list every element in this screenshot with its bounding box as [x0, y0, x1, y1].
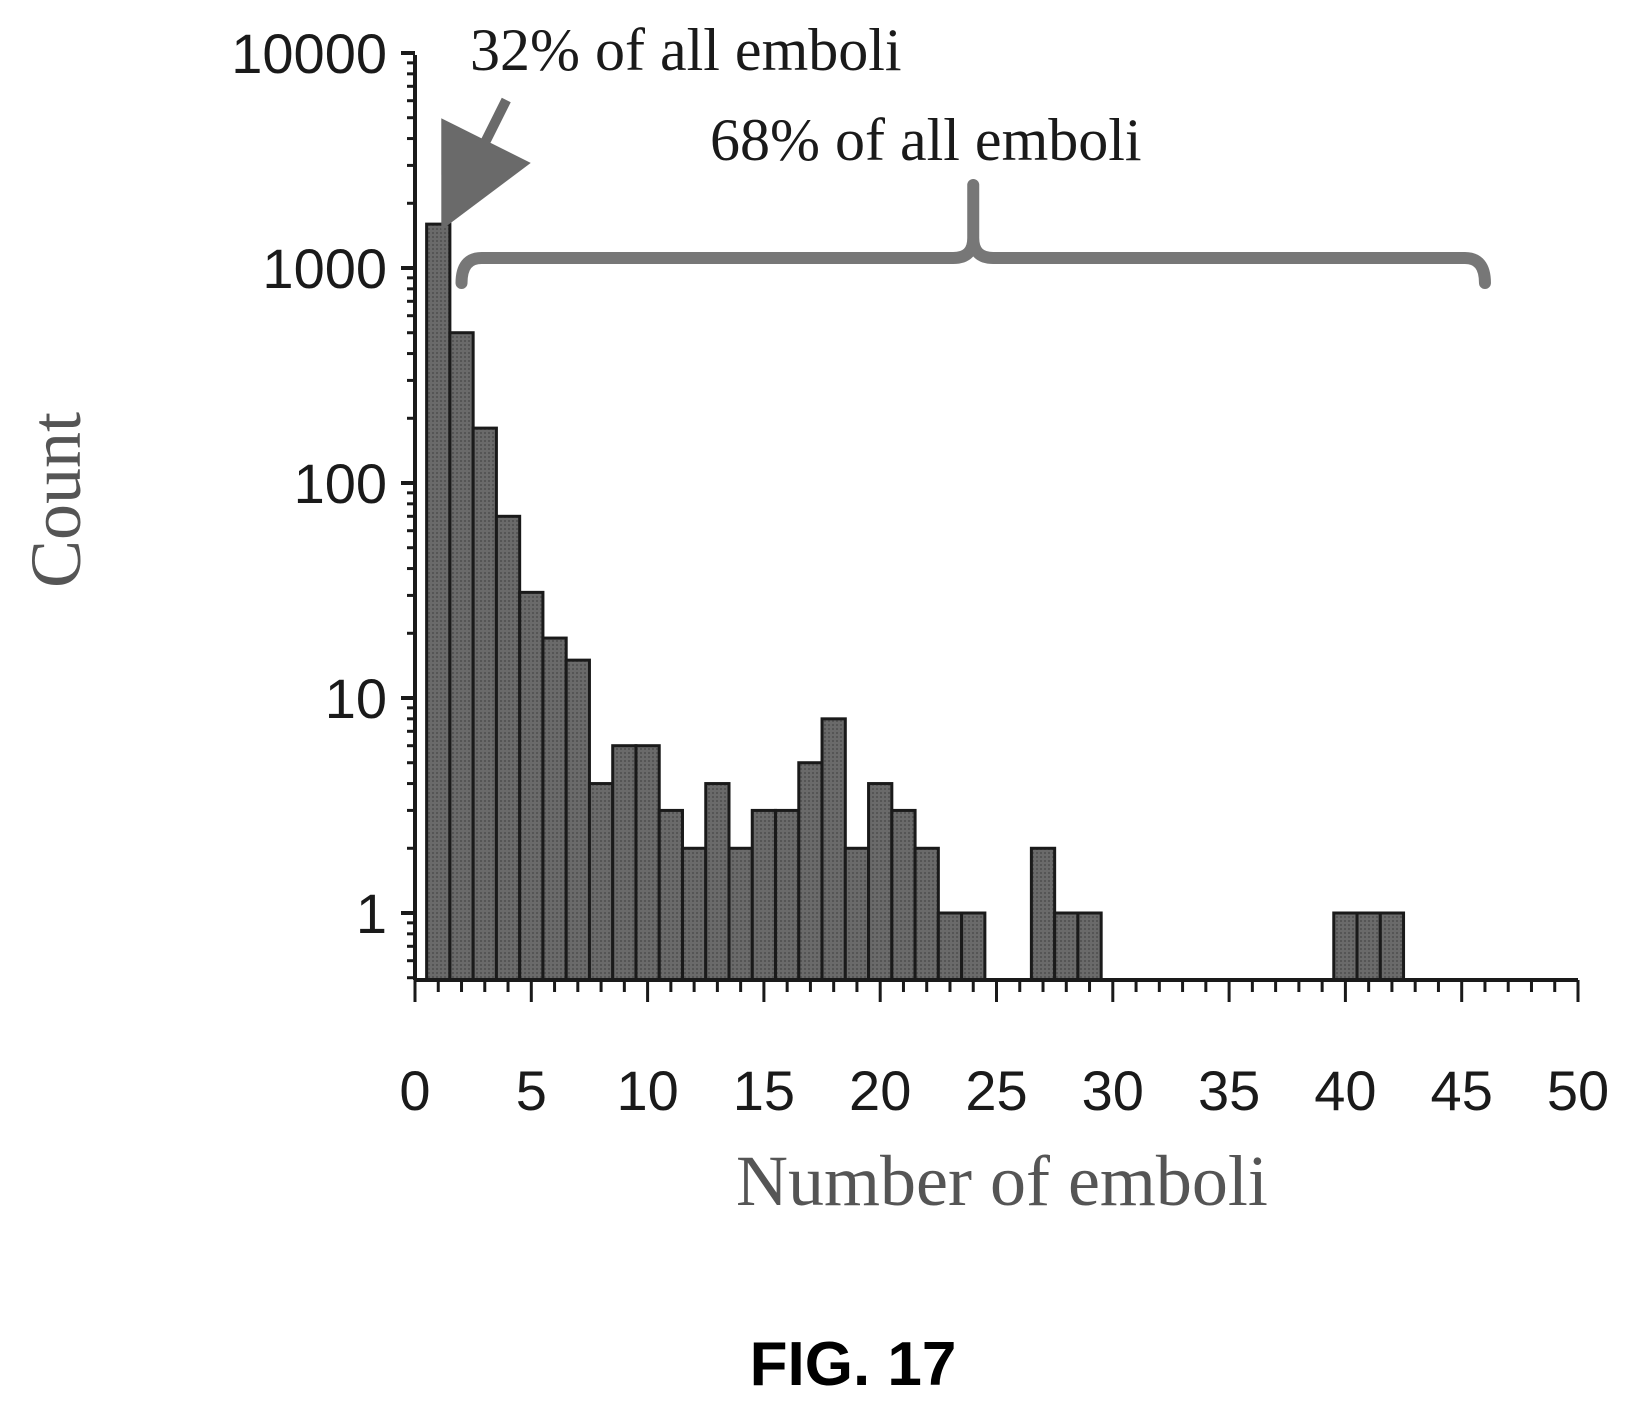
- y-tick-label: 10: [325, 667, 387, 730]
- bar: [518, 590, 545, 982]
- x-tick-label: 20: [849, 1059, 911, 1122]
- bar: [425, 222, 452, 982]
- x-tick-label: 35: [1198, 1059, 1260, 1122]
- annotation-68-percent: 68% of all emboli: [455, 107, 1491, 289]
- x-tick-label: 25: [965, 1059, 1027, 1122]
- bar: [960, 911, 987, 982]
- bar: [843, 846, 871, 982]
- bar: [1378, 911, 1406, 982]
- y-tick-label: 1000: [262, 237, 387, 300]
- y-axis-title: Count: [16, 412, 96, 588]
- x-axis-title: Number of emboli: [736, 1141, 1268, 1221]
- x-tick-label: 15: [733, 1059, 795, 1122]
- y-tick-label: 1: [356, 882, 387, 945]
- bar: [494, 514, 522, 982]
- x-tick-label: 50: [1547, 1059, 1609, 1122]
- x-axis: 0 5 10 15 20 25 30 35 40 45 50: [399, 978, 1609, 1122]
- x-tick-label: 10: [616, 1059, 678, 1122]
- bar: [657, 808, 684, 982]
- bar: [913, 846, 940, 982]
- bar: [1355, 911, 1382, 982]
- bar: [634, 744, 661, 982]
- y-axis: 1 10 100 1000 10000: [231, 22, 417, 980]
- bar: [774, 808, 801, 982]
- bar: [890, 808, 917, 982]
- bar: [564, 658, 591, 982]
- annotation-68-percent-label: 68% of all emboli: [710, 107, 1142, 173]
- figure-caption: FIG. 17: [750, 1330, 957, 1399]
- bar: [471, 426, 498, 982]
- bar: [448, 331, 475, 982]
- bar: [1029, 846, 1057, 982]
- bar: [750, 808, 778, 982]
- bar: [867, 782, 894, 982]
- bar: [1332, 911, 1359, 982]
- bar: [1076, 911, 1103, 982]
- bar: [820, 717, 847, 982]
- y-tick-label: 10000: [231, 22, 387, 85]
- bar: [797, 761, 824, 982]
- annotation-brace: [455, 179, 1491, 289]
- bar: [704, 782, 731, 982]
- bar: [587, 782, 615, 982]
- x-tick-label: 5: [516, 1059, 547, 1122]
- bar: [1053, 911, 1080, 982]
- annotation-32-percent-label: 32% of all emboli: [470, 17, 902, 83]
- bar: [727, 846, 754, 982]
- bar: [611, 744, 638, 982]
- x-tick-label: 40: [1314, 1059, 1376, 1122]
- x-tick-label: 45: [1431, 1059, 1493, 1122]
- annotation-32-percent: 32% of all emboli: [441, 17, 902, 231]
- y-tick-label: 100: [294, 452, 387, 515]
- bar: [541, 636, 568, 982]
- x-tick-label: 0: [399, 1059, 430, 1122]
- bars-group: [425, 222, 1406, 982]
- bar: [936, 911, 964, 982]
- x-tick-label: 30: [1082, 1059, 1144, 1122]
- bar: [680, 846, 708, 982]
- annotation-arrow: [441, 97, 531, 231]
